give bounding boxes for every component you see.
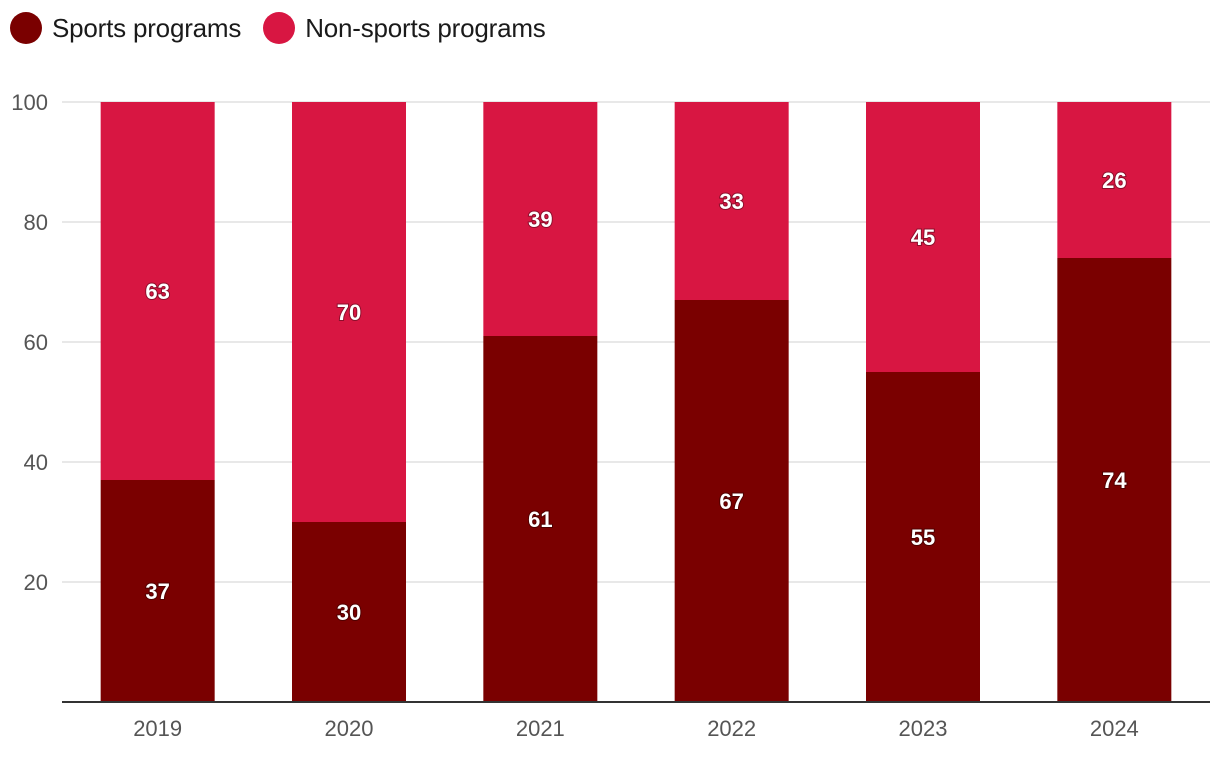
x-tick-label-2019: 2019 xyxy=(133,716,182,741)
bar-sports-2021 xyxy=(483,336,598,702)
legend-swatch-sports xyxy=(10,12,42,44)
data-label-sports-2023: 55 xyxy=(911,525,935,550)
bar-non-sports-2019 xyxy=(100,102,215,480)
data-label-sports-2021: 61 xyxy=(528,507,552,532)
bar-sports-2023 xyxy=(866,372,980,702)
bar-non-sports-2024 xyxy=(1057,102,1172,258)
data-label-sports-2022: 67 xyxy=(719,489,743,514)
legend-item-non-sports[interactable]: Non-sports programs xyxy=(263,12,546,44)
x-tick-label-2022: 2022 xyxy=(707,716,756,741)
bar-sports-2019 xyxy=(100,480,215,702)
legend-swatch-non-sports xyxy=(263,12,296,44)
data-label-non-sports-2023: 45 xyxy=(911,225,935,250)
data-label-non-sports-2020: 70 xyxy=(337,300,361,325)
bar-non-sports-2022 xyxy=(674,102,789,300)
y-tick-label-60: 60 xyxy=(24,330,48,355)
legend-item-sports[interactable]: Sports programs xyxy=(10,12,241,44)
x-tick-label-2020: 2020 xyxy=(325,716,374,741)
data-label-non-sports-2021: 39 xyxy=(528,207,552,232)
data-label-non-sports-2022: 33 xyxy=(719,189,743,214)
bar-non-sports-2023 xyxy=(866,102,980,372)
data-label-sports-2019: 37 xyxy=(145,579,169,604)
data-label-non-sports-2019: 63 xyxy=(145,279,169,304)
data-label-non-sports-2024: 26 xyxy=(1102,168,1126,193)
legend-label-non-sports: Non-sports programs xyxy=(305,12,546,43)
bar-sports-2020 xyxy=(292,522,406,702)
legend: Sports programs Non-sports programs xyxy=(10,10,568,46)
y-tick-label-100: 100 xyxy=(11,90,48,115)
x-tick-label-2024: 2024 xyxy=(1090,716,1139,741)
x-tick-label-2023: 2023 xyxy=(899,716,948,741)
legend-label-sports: Sports programs xyxy=(52,12,242,43)
y-tick-label-20: 20 xyxy=(24,570,48,595)
x-tick-label-2021: 2021 xyxy=(516,716,565,741)
y-tick-label-40: 40 xyxy=(24,450,48,475)
y-tick-label-80: 80 xyxy=(24,210,48,235)
data-label-sports-2020: 30 xyxy=(337,600,361,625)
bar-non-sports-2021 xyxy=(483,102,598,336)
bar-non-sports-2020 xyxy=(292,102,406,522)
data-label-sports-2024: 74 xyxy=(1102,468,1127,493)
bar-sports-2024 xyxy=(1057,258,1172,702)
bar-sports-2022 xyxy=(674,300,789,702)
